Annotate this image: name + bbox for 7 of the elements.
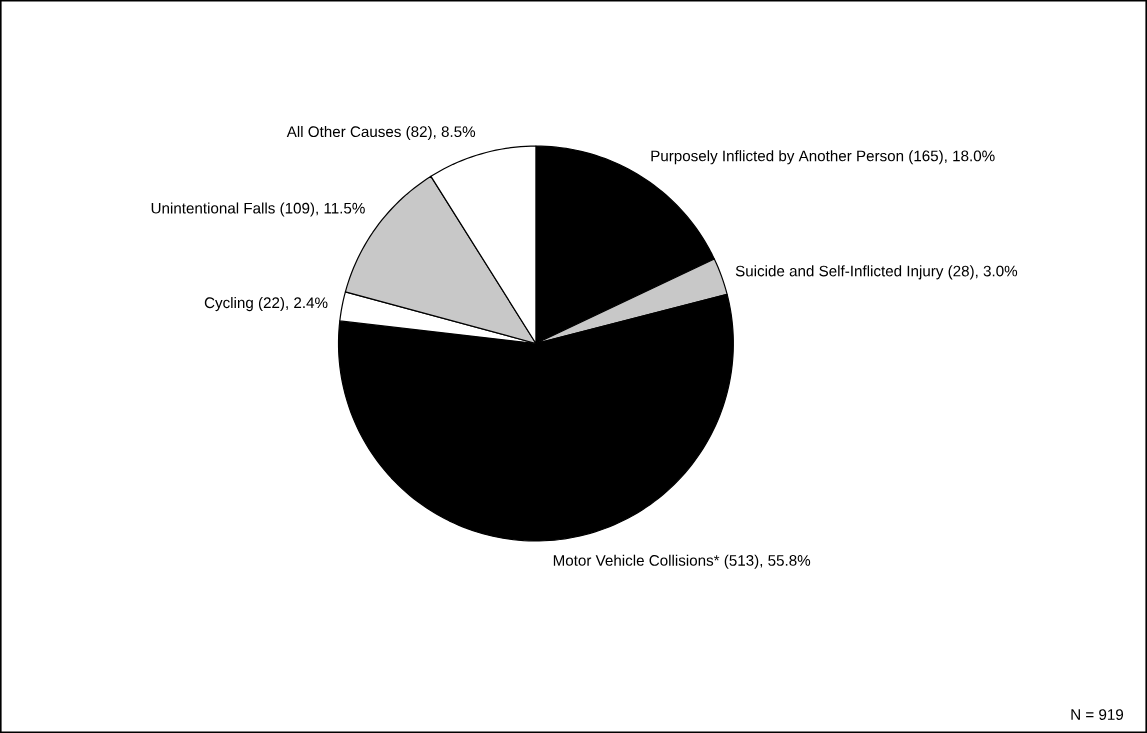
slice-label: Cycling (22), 2.4% bbox=[204, 296, 328, 312]
slice-label: Motor Vehicle Collisions* (513), 55.8% bbox=[553, 554, 811, 569]
slice-label: All Other Causes (82), 8.5% bbox=[286, 125, 476, 140]
slice-label: Purposely Inflicted by Another Person (165), 18.0% bbox=[651, 150, 995, 165]
slice-label: Unintentional Falls (109), 11.5% bbox=[151, 202, 365, 217]
text: N = 919 bbox=[1071, 709, 1124, 720]
slice-label: Suicide and Self-Inflicted Injury (28), 3.0% bbox=[735, 265, 1018, 280]
